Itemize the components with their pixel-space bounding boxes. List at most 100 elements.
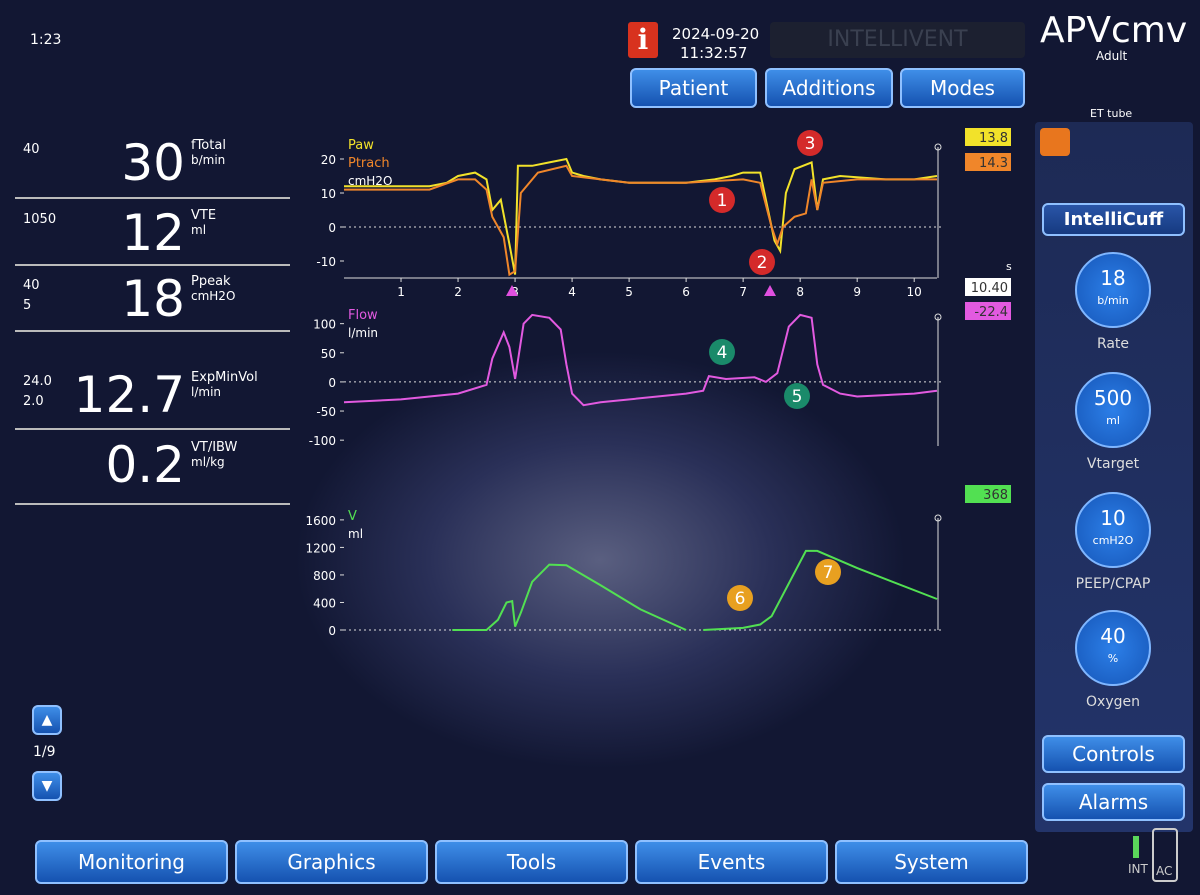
readout-value: 14.3: [979, 156, 1008, 171]
x-tick-label: 5: [625, 285, 633, 299]
control-knob[interactable]: 10 cmH2O: [1075, 492, 1151, 568]
x-tick-label: 9: [853, 285, 861, 299]
control-label: PEEP/CPAP: [1075, 576, 1151, 592]
annotation-badge: [815, 559, 841, 585]
y-tick-label: 0: [328, 624, 336, 638]
control-knob[interactable]: 18 b/min: [1075, 252, 1151, 328]
annotation-badge: [797, 130, 823, 156]
battery-indicator: [1133, 836, 1139, 858]
time: 11:32:57: [680, 44, 748, 62]
bottom-tab[interactable]: Graphics: [235, 840, 428, 884]
monitoring-name: fTotal: [191, 138, 226, 153]
y-unit: ml: [348, 527, 363, 541]
x-tick-label: 1: [397, 285, 405, 299]
series-name: V: [348, 509, 357, 524]
y-tick-label: 400: [313, 596, 336, 610]
monitoring-row: 1050 12 VTE ml: [15, 198, 290, 266]
y-unit: l/min: [348, 326, 378, 340]
bottom-tab[interactable]: Events: [635, 840, 828, 884]
y-tick-label: 50: [321, 347, 336, 361]
x-unit: s: [1006, 260, 1012, 273]
alarm-limit: 2.0: [23, 394, 44, 409]
series-name: Ptrach: [348, 156, 390, 171]
sweep-marker: [934, 143, 942, 151]
sweep-marker: [934, 514, 942, 522]
control-unit: b/min: [1097, 294, 1129, 307]
control-label: Rate: [1096, 336, 1130, 352]
info-icon[interactable]: i: [628, 22, 658, 58]
alarm-limit: 40: [23, 278, 40, 293]
control-label: Oxygen: [1086, 694, 1140, 710]
alarm-timer: 1:23: [30, 32, 62, 48]
alarm-limit: 5: [23, 298, 32, 313]
readout-box: [965, 153, 1011, 171]
bottom-tab[interactable]: Tools: [435, 840, 628, 884]
trace: [452, 549, 938, 631]
annotation-label: 7: [823, 563, 834, 583]
control-knob[interactable]: 40%: [1075, 610, 1151, 686]
y-tick-label: 20: [321, 153, 336, 167]
alarm-limit: 1050: [23, 212, 57, 227]
cursor-marker: [506, 285, 776, 296]
monitoring-row: 24.0 2.0 12.7 ExpMinVol l/min: [15, 360, 290, 430]
tab-modes[interactable]: Modes: [900, 68, 1025, 108]
bottom-tab[interactable]: Monitoring: [35, 840, 228, 884]
monitoring-unit: ml/kg: [191, 455, 225, 469]
x-tick-label: 7: [739, 285, 747, 299]
monitoring-value: 30: [121, 134, 185, 192]
annotation-label: 4: [717, 343, 728, 363]
date: 2024-09-20: [672, 25, 760, 43]
control-label: Vtarget: [1086, 456, 1140, 472]
y-tick-label: 100: [313, 318, 336, 332]
readout-value: 368: [983, 488, 1008, 503]
page-down-button[interactable]: ▼: [32, 771, 62, 801]
y-tick-label: -100: [309, 434, 336, 448]
sweep-marker: [934, 313, 942, 321]
annotation-label: 1: [717, 191, 728, 211]
x-tick-label: 4: [568, 285, 576, 299]
bottom-tab[interactable]: System: [835, 840, 1028, 884]
monitoring-value: 12.7: [73, 366, 185, 424]
control-value: 40: [1100, 624, 1126, 648]
cursor-value: 10.40: [971, 281, 1008, 296]
annotation-badge: [749, 249, 775, 275]
patient-type: Adult: [1096, 49, 1128, 63]
tab-additions[interactable]: Additions: [765, 68, 893, 108]
control-unit: cmH2O: [1092, 534, 1134, 547]
monitoring-value: 0.2: [105, 436, 185, 494]
annotation-label: 3: [805, 134, 816, 154]
control-value: 18: [1100, 266, 1126, 290]
x-tick-label: 10: [907, 285, 922, 299]
annotation-label: 2: [757, 253, 768, 273]
monitoring-name: VTE: [191, 208, 217, 223]
y-tick-label: -10: [316, 255, 336, 269]
alarm-limit: 40: [23, 142, 40, 157]
et-tube-icon[interactable]: [1040, 128, 1070, 156]
series-name: Flow: [348, 308, 378, 323]
trace: [343, 313, 938, 407]
controls-button[interactable]: Controls: [1042, 735, 1185, 773]
readout-value: 13.8: [979, 131, 1008, 146]
y-tick-label: 10: [321, 187, 336, 201]
annotation-badge: [784, 383, 810, 409]
mode: APVcmv: [1040, 10, 1188, 51]
page-up-button[interactable]: ▲: [32, 705, 62, 735]
system-name: INTELLIVENT: [770, 22, 1025, 58]
control-value: 500: [1093, 386, 1133, 410]
control-knob[interactable]: 500 ml: [1075, 372, 1151, 448]
x-tick-label: 2: [454, 285, 462, 299]
alarms-button[interactable]: Alarms: [1042, 783, 1185, 821]
trace: [344, 164, 937, 277]
alarm-limit: 24.0: [23, 374, 52, 389]
monitoring-row: 40 30 fTotal b/min: [15, 128, 290, 199]
power-ac-box: AC: [1152, 828, 1178, 882]
intellicuff-button[interactable]: IntelliCuff: [1042, 203, 1185, 236]
tab-patient[interactable]: Patient: [630, 68, 757, 108]
annotation-label: 6: [735, 589, 746, 609]
monitoring-unit: cmH2O: [191, 289, 236, 303]
y-tick-label: 1600: [305, 514, 336, 528]
power-int: INT: [1128, 862, 1148, 876]
monitoring-unit: l/min: [191, 385, 222, 399]
right-panel: [1035, 122, 1193, 832]
